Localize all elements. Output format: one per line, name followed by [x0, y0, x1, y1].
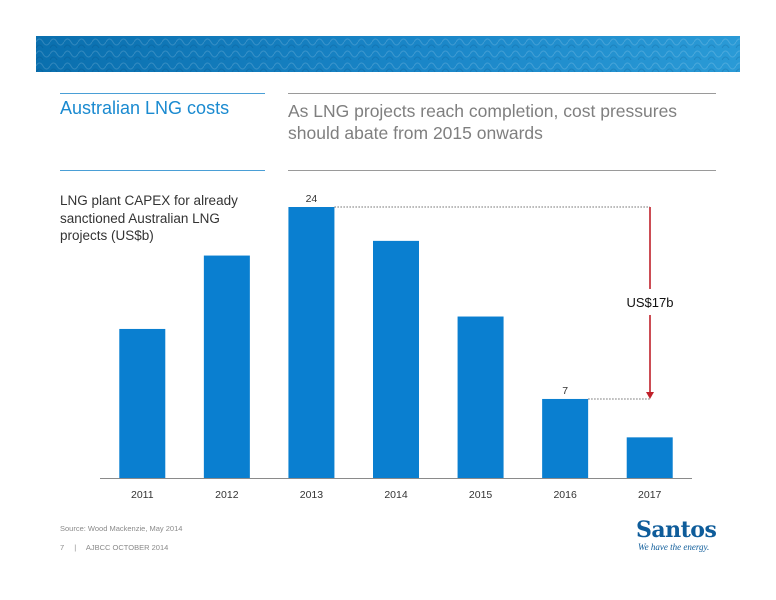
- footer-event: AJBCC OCTOBER 2014: [85, 543, 169, 552]
- footer-separator: |: [74, 543, 77, 552]
- left-title-bottom-rule: [60, 170, 265, 171]
- santos-logo: Santos We have the energy.: [636, 518, 720, 552]
- logo-tagline: We have the energy.: [638, 542, 710, 552]
- annotation-label: US$17b: [627, 295, 674, 310]
- bar-2015: [457, 316, 504, 478]
- x-tick-label-2017: 2017: [638, 489, 662, 501]
- bar-2016: [542, 398, 589, 478]
- x-tick-label-2013: 2013: [300, 489, 324, 501]
- bar-2013: [288, 207, 335, 478]
- bar-2017: [626, 437, 673, 478]
- source-note: Source: Wood Mackenzie, May 2014: [60, 524, 183, 533]
- section-title: Australian LNG costs: [60, 98, 230, 118]
- x-tick-label-2014: 2014: [384, 489, 408, 501]
- right-title-top-rule: [288, 93, 716, 94]
- slide-headline: As LNG projects reach completion, cost p…: [288, 101, 678, 143]
- data-label-2016: 7: [562, 385, 568, 397]
- right-title-bottom-rule: [288, 170, 716, 171]
- header-banner: [36, 36, 740, 72]
- bar-2014: [373, 240, 419, 478]
- left-title-top-rule: [60, 93, 265, 94]
- x-tick-label-2012: 2012: [215, 489, 239, 501]
- footer: 7 | AJBCC OCTOBER 2014: [60, 543, 176, 552]
- bar-2011: [119, 328, 166, 478]
- annotation-arrow-head: [646, 391, 654, 399]
- x-tick-label-2015: 2015: [469, 489, 493, 501]
- x-tick-label-2016: 2016: [553, 489, 577, 501]
- page-number: 7: [60, 543, 65, 552]
- logo-wordmark: Santos: [636, 517, 717, 543]
- bar-2012: [203, 255, 250, 478]
- data-label-2013: 24: [306, 193, 318, 205]
- chart-description: LNG plant CAPEX for already sanctioned A…: [60, 193, 238, 243]
- x-tick-label-2011: 2011: [131, 489, 154, 501]
